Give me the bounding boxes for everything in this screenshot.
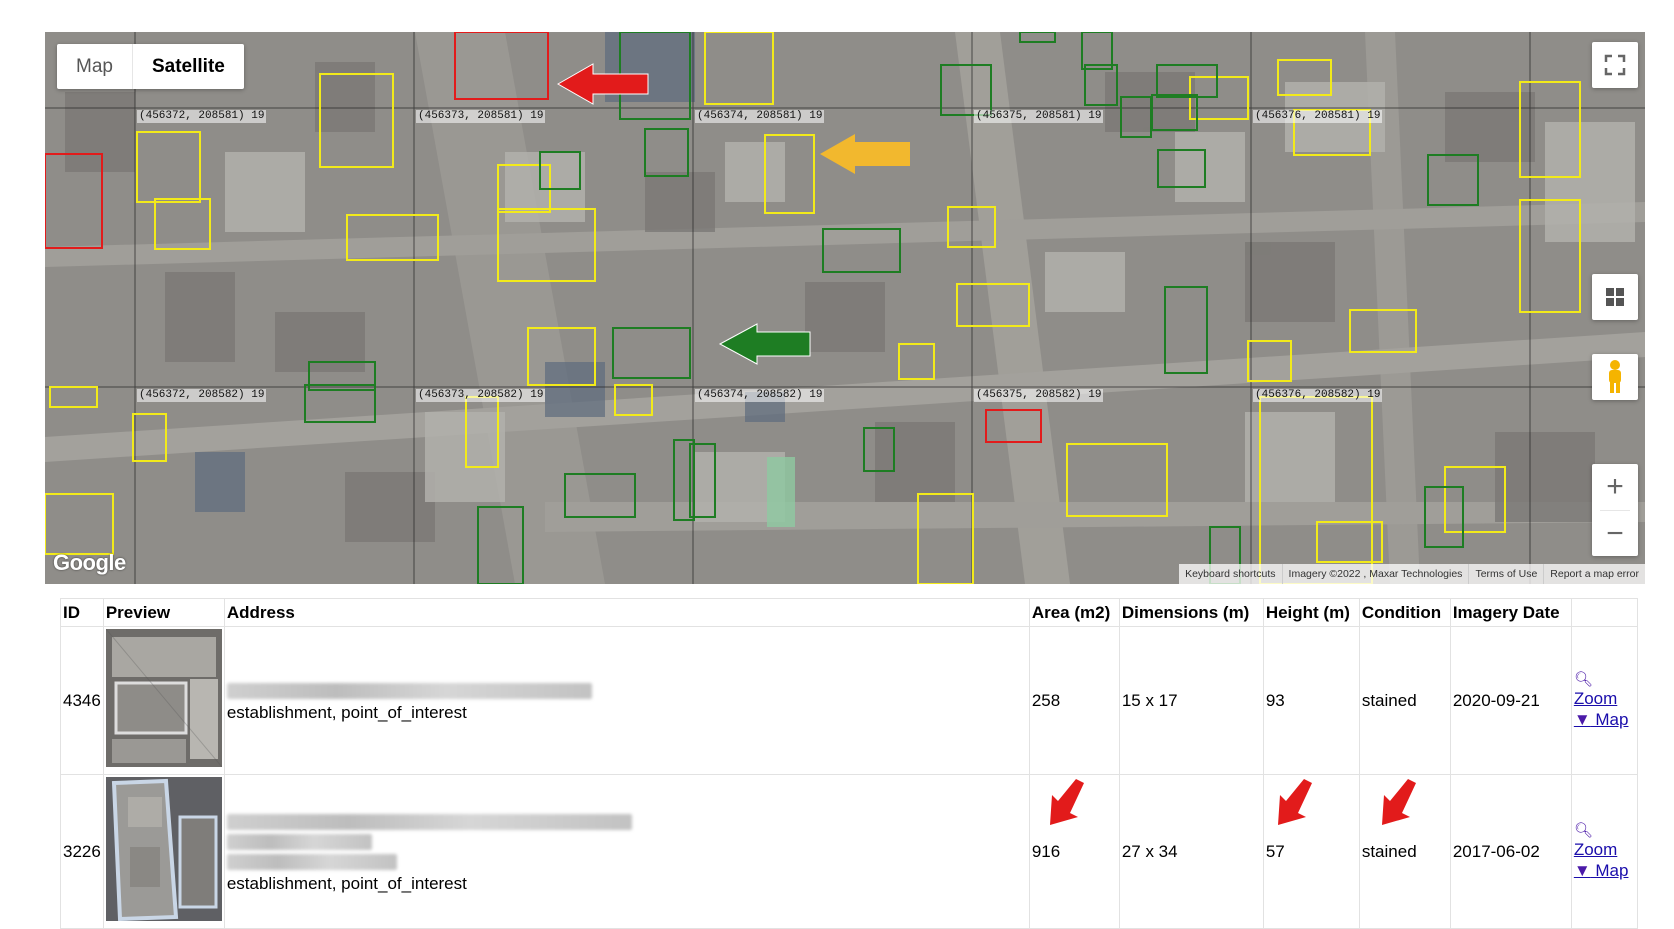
row-preview <box>102 626 225 775</box>
row-condition: stained <box>1358 626 1451 775</box>
col-height: Height (m) <box>1262 598 1360 627</box>
fullscreen-button[interactable] <box>1592 42 1638 88</box>
row-actions: 🔍︎ Zoom ▼ Map <box>1570 774 1638 929</box>
row-preview <box>102 774 225 929</box>
row-dimensions: 15 x 17 <box>1118 626 1264 775</box>
col-actions <box>1570 598 1638 627</box>
pegman-button[interactable] <box>1592 354 1638 400</box>
grid-label: (456376, 208581) 19 <box>1253 110 1383 123</box>
red-arrow-icon <box>1277 779 1312 825</box>
pegman-icon <box>1609 360 1621 393</box>
map-link-label: Map <box>1590 861 1629 880</box>
table-row: 3226 establishment, point_of_interest <box>60 774 1638 929</box>
row-dimensions: 27 x 34 <box>1118 774 1264 929</box>
zoom-link[interactable]: Zoom <box>1573 840 1618 859</box>
orange-left-arrow <box>820 134 910 174</box>
grid-label: (456373, 208582) 19 <box>416 389 546 402</box>
red-arrow-icon <box>1049 779 1084 825</box>
zoom-link[interactable]: Zoom <box>1573 689 1618 708</box>
zoom-out-button[interactable]: − <box>1606 517 1624 550</box>
col-imagery-date: Imagery Date <box>1449 598 1572 627</box>
col-area: Area (m2) <box>1028 598 1120 627</box>
row-id: 4346 <box>60 626 104 775</box>
map-type-satellite-button[interactable]: Satellite <box>151 56 225 77</box>
address-type: establishment, point_of_interest <box>226 702 467 722</box>
row-id: 3226 <box>60 774 104 929</box>
table-row: 4346 establishment, point_of_interest 25… <box>60 626 1638 775</box>
keyboard-shortcuts-link[interactable]: Keyboard shortcuts <box>1185 568 1276 580</box>
map-link[interactable]: ▼ Map <box>1574 709 1635 730</box>
redacted-address <box>226 833 372 850</box>
grid-label: (456372, 208581) 19 <box>137 110 267 123</box>
magnifier-icon: 🔍︎ <box>1573 822 1593 839</box>
map-link[interactable]: ▼ Map <box>1574 860 1635 881</box>
row-imagery-date: 2020-09-21 <box>1449 626 1572 775</box>
col-id: ID <box>60 598 104 627</box>
red-left-arrow <box>556 63 649 105</box>
row-condition: stained <box>1358 774 1451 929</box>
building-preview-image[interactable] <box>105 777 222 922</box>
divider <box>1600 510 1630 511</box>
google-logo: Google <box>53 550 126 575</box>
grid-label: (456374, 208582) 19 <box>695 389 825 402</box>
satellite-imagery <box>45 32 1645 584</box>
row-address: establishment, point_of_interest <box>223 626 1030 775</box>
fullscreen-icon <box>1604 54 1626 76</box>
map-pin-icon: ▼ <box>1573 861 1591 880</box>
grid-label: (456376, 208582) 19 <box>1253 389 1383 402</box>
layers-button[interactable] <box>1592 274 1638 320</box>
map-type-control: Map Satellite <box>57 44 244 89</box>
map-link-label: Map <box>1590 710 1629 729</box>
row-actions: 🔍︎ Zoom ▼ Map <box>1570 626 1638 775</box>
grid-label: (456373, 208581) 19 <box>416 110 546 123</box>
row-address: establishment, point_of_interest <box>223 774 1030 929</box>
magnifier-icon: 🔍︎ <box>1573 671 1593 688</box>
grid-label: (456374, 208581) 19 <box>695 110 825 123</box>
col-dimensions: Dimensions (m) <box>1118 598 1264 627</box>
imagery-credit: Imagery ©2022 , Maxar Technologies <box>1281 564 1469 584</box>
grid-label: (456375, 208582) 19 <box>974 389 1104 402</box>
green-left-arrow <box>718 323 811 365</box>
col-preview: Preview <box>102 598 225 627</box>
zoom-in-button[interactable]: + <box>1606 470 1624 503</box>
area-value: 916 <box>1031 841 1061 861</box>
divider <box>131 44 133 89</box>
col-condition: Condition <box>1358 598 1451 627</box>
report-error-link[interactable]: Report a map error <box>1543 564 1645 584</box>
redacted-address <box>226 853 397 870</box>
satellite-map[interactable]: (456372, 208581) 19 (456373, 208581) 19 … <box>45 32 1645 584</box>
table-header-row: ID Preview Address Area (m2) Dimensions … <box>60 598 1638 627</box>
zoom-control: + − <box>1592 464 1638 556</box>
height-value: 57 <box>1265 841 1285 861</box>
building-preview-image[interactable] <box>105 628 223 768</box>
map-pin-icon: ▼ <box>1573 710 1591 729</box>
map-attribution: Keyboard shortcuts Imagery ©2022 , Maxar… <box>1179 564 1645 584</box>
row-area: 258 <box>1028 626 1120 775</box>
col-address: Address <box>223 598 1030 627</box>
terms-link[interactable]: Terms of Use <box>1468 564 1543 584</box>
redacted-address <box>226 813 632 830</box>
results-table: ID Preview Address Area (m2) Dimensions … <box>60 598 1638 929</box>
redacted-address <box>226 682 592 699</box>
row-imagery-date: 2017-06-02 <box>1449 774 1572 929</box>
row-area: 916 <box>1028 774 1120 929</box>
row-height: 57 <box>1262 774 1360 929</box>
row-height: 93 <box>1262 626 1360 775</box>
red-arrow-icon <box>1381 779 1416 825</box>
grid-label: (456372, 208582) 19 <box>137 389 267 402</box>
address-type: establishment, point_of_interest <box>226 873 467 893</box>
grid-label: (456375, 208581) 19 <box>974 110 1104 123</box>
grid-icon <box>1606 288 1624 306</box>
condition-value: stained <box>1361 841 1417 861</box>
map-type-map-button[interactable]: Map <box>76 56 113 77</box>
